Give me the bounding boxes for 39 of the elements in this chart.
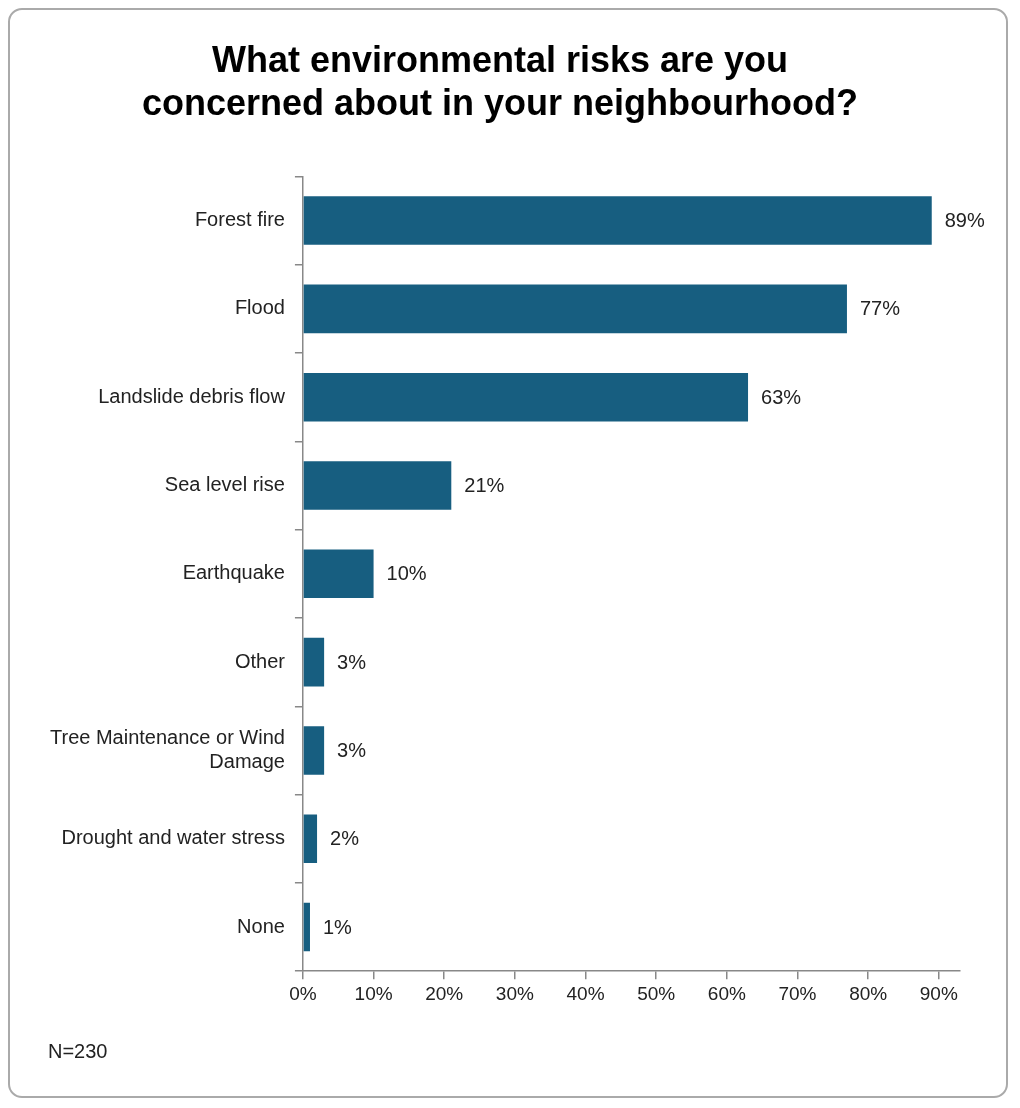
text: N=230 — [48, 1040, 109, 1063]
x-tick-label: 10% — [354, 982, 393, 1004]
bar — [303, 902, 310, 952]
data-label: 77% — [859, 297, 901, 320]
x-tick-label: 70% — [778, 982, 817, 1004]
data-label: 1% — [322, 915, 353, 938]
y-tick-label: Other — [234, 649, 286, 672]
y-tick-label: Sea level rise — [164, 473, 285, 495]
x-tick-label: 60% — [707, 982, 746, 1004]
bar — [303, 637, 325, 687]
bar — [303, 196, 932, 245]
x-tick-label: 40% — [566, 982, 605, 1004]
x-tick-label: 90% — [919, 982, 958, 1004]
y-tick-label: Tree Maintenance or Wind Damage — [50, 725, 285, 772]
x-tick-label: 0% — [289, 982, 317, 1004]
x-tick-label: 30% — [495, 982, 534, 1004]
x-tick-label: 20% — [425, 982, 464, 1004]
y-tick-label: None — [237, 914, 285, 937]
data-label: 10% — [386, 562, 427, 585]
y-tick-label: Landslide debris flow — [98, 384, 286, 407]
data-label: 2% — [330, 827, 360, 850]
bar — [303, 726, 325, 775]
y-tick-label: Drought and water stress — [61, 826, 285, 849]
y-tick-label: Earthquake — [182, 561, 285, 584]
data-label: 3% — [337, 650, 367, 673]
data-label: 3% — [337, 738, 367, 761]
x-tick-label: 50% — [637, 982, 676, 1004]
bar — [303, 549, 374, 599]
y-tick-label: Flood — [234, 296, 285, 319]
bar — [303, 284, 847, 334]
data-label: 63% — [761, 385, 802, 408]
bar — [303, 372, 749, 422]
x-tick-label: 80% — [849, 982, 888, 1004]
data-label: 21% — [464, 474, 505, 496]
bar — [303, 814, 318, 864]
chart-title: What environmental risks are you concerned about in your neighbourhood? — [142, 38, 858, 123]
bar — [303, 461, 452, 510]
y-tick-label: Forest fire — [194, 208, 285, 231]
data-label: 89% — [944, 209, 985, 232]
